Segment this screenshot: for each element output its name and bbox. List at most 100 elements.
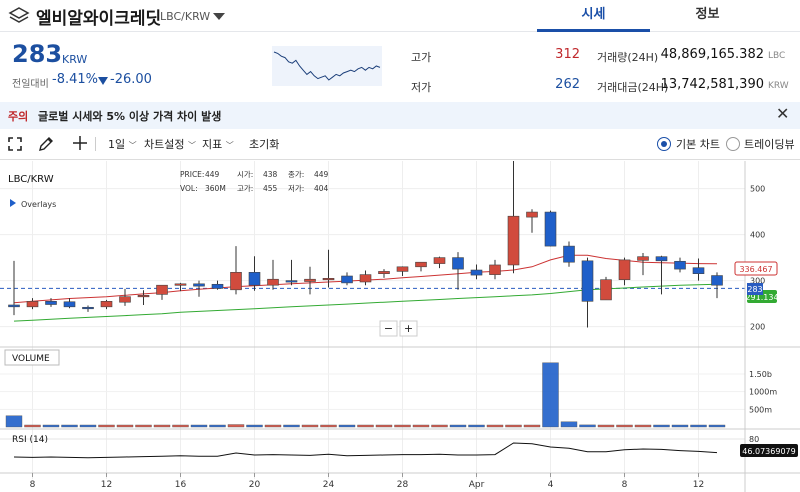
volume-bar [708, 424, 726, 428]
candle-body [415, 261, 427, 268]
candle-body [304, 278, 316, 282]
candle-body [618, 259, 631, 280]
basic-chart-radio[interactable] [657, 137, 671, 151]
reset-button[interactable]: 초기화 [249, 138, 280, 151]
crosshair-plus-icon[interactable] [72, 135, 88, 151]
amount-24h-value: 13,742,581,390 [660, 77, 764, 92]
interval-select[interactable]: 1일 ﹀ [108, 136, 137, 152]
caret-down-icon[interactable] [213, 13, 225, 20]
legend-low-label: 저가: [288, 184, 304, 193]
high-value: 312 [555, 47, 580, 62]
volume-bars [5, 362, 726, 428]
volume-bar [135, 424, 152, 428]
indicators-label: 지표 [202, 138, 223, 151]
volume-title: VOLUME [12, 354, 50, 364]
volume-bar [301, 424, 319, 428]
ma-long-line [13, 283, 718, 322]
chart-settings-button[interactable]: 차트설정 ﹀ [144, 136, 196, 152]
current-price: 283 [12, 40, 63, 68]
volume-bar [375, 424, 393, 428]
time-tick-label: 8 [30, 480, 36, 490]
time-tick-label: 8 [622, 480, 628, 490]
zoom-in-button[interactable] [399, 320, 418, 337]
tab-market[interactable]: 시세 [537, 0, 650, 32]
candle-body [137, 295, 150, 298]
legend-vol-label: VOL: [180, 184, 198, 193]
candle-body [470, 269, 483, 276]
moving-averages [0, 254, 745, 322]
volume-bar [172, 424, 189, 428]
volume-bar [542, 362, 559, 428]
price-tick-label: 200 [750, 323, 765, 332]
tradingview-label[interactable]: 트레이딩뷰 [744, 138, 795, 151]
time-tick-label: 4 [548, 480, 554, 490]
volume-bar [209, 424, 226, 428]
candle-body [563, 245, 575, 263]
volume-tick-label: 500m [749, 405, 772, 414]
candle-body [692, 267, 705, 275]
volume-24h-label: 거래량(24H) [597, 51, 659, 64]
tradingview-radio[interactable] [726, 137, 740, 151]
rsi-line [13, 442, 718, 459]
candle-body [526, 211, 538, 218]
volume-bar [560, 421, 578, 428]
volume-24h-value: 48,869,165.382 [660, 47, 764, 62]
chart-settings-label: 차트설정 [144, 138, 185, 151]
zoom-out-button[interactable] [379, 320, 398, 337]
volume-bar [412, 424, 430, 428]
interval-label: 1일 [108, 138, 126, 151]
chart-grid [0, 161, 745, 479]
expand-icon[interactable] [8, 137, 22, 151]
candle-body [82, 306, 94, 310]
volume-bar [246, 424, 263, 428]
volume-bar [523, 424, 541, 428]
overlays-toggle[interactable]: Overlays [21, 200, 56, 209]
pen-icon[interactable] [38, 136, 54, 152]
high-label: 고가 [411, 51, 432, 64]
price-unit: KRW [62, 53, 88, 66]
volume-bar [468, 424, 485, 428]
indicators-button[interactable]: 지표 ﹀ [202, 136, 234, 152]
volume-bar [394, 424, 411, 428]
coin-name[interactable]: 엘비알와이크레딧 [36, 9, 162, 29]
toolbar-divider [95, 137, 96, 151]
time-tick-label: 16 [175, 480, 187, 490]
volume-bar [597, 424, 615, 428]
close-icon[interactable]: ✕ [776, 104, 790, 123]
triangle-right-icon[interactable] [10, 199, 16, 207]
top-header [0, 0, 800, 32]
legend-close-label: 종가: [288, 170, 304, 179]
rsi-value: 46.07369079 [742, 447, 795, 456]
trading-pair: LBC/KRW [160, 10, 211, 23]
amount-24h-label: 거래대금(24H) [597, 81, 669, 94]
volume-bar [431, 424, 448, 428]
chart-toolbar [0, 129, 800, 160]
time-tick-label: 24 [323, 480, 335, 490]
volume-bar [357, 424, 374, 428]
candle-body [396, 266, 409, 272]
volume-title-box [4, 349, 60, 366]
legend-low: 404 [314, 184, 329, 193]
candle-body [26, 301, 39, 308]
candle-body [8, 304, 20, 308]
rsi-title: RSI (14) [12, 435, 48, 445]
tab-info[interactable]: 정보 [695, 7, 720, 22]
notice-tag: 주의 [8, 110, 29, 123]
candle-body [45, 301, 57, 305]
ma-long-value: 291.134 [745, 293, 778, 302]
volume-bar [227, 424, 245, 428]
basic-chart-label[interactable]: 기본 차트 [676, 138, 720, 151]
volume-bar [634, 424, 652, 428]
price-tick-label: 400 [750, 231, 765, 240]
price-chart[interactable]: 200 300 400 500 1.50b 1000m 500m 8 12 16 20 24 28 Apr… [0, 161, 800, 492]
ma-short-tag [734, 261, 778, 276]
candle-body [544, 211, 557, 247]
chart-symbol: LBC/KRW [8, 174, 54, 185]
candle-body [248, 272, 261, 286]
candle-body [119, 296, 131, 303]
volume-tick-label: 1000m [749, 388, 777, 397]
price-sparkline [272, 46, 382, 86]
legend-price: 449 [205, 170, 220, 179]
rsi-pane [13, 442, 718, 459]
candle-body [63, 301, 76, 308]
